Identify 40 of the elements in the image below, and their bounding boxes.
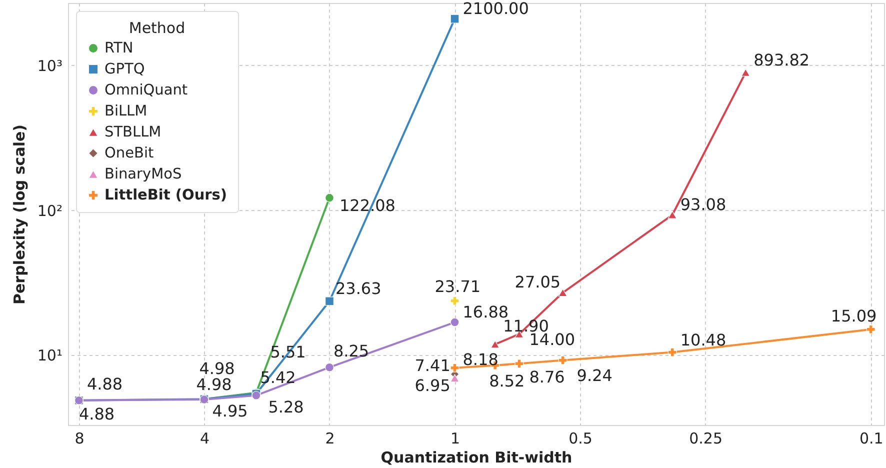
data-label: 27.05 [514, 272, 561, 292]
legend-label: BinaryMoS [104, 166, 182, 182]
x-tick-label: 0.1 [859, 430, 884, 448]
legend-label: BiLLM [104, 103, 148, 120]
data-label: 7.41 [414, 356, 450, 376]
legend-label: OneBit [104, 145, 154, 162]
x-tick-label: 0.5 [568, 430, 592, 448]
data-label: 4.88 [86, 374, 123, 394]
data-label: 93.08 [680, 194, 726, 214]
y-tick-label: 10¹ [37, 346, 62, 365]
data-label: 4.95 [212, 401, 248, 420]
data-label: 893.82 [754, 50, 810, 70]
y-tick-label: 10² [37, 202, 62, 220]
y-tick-label: 10³ [37, 56, 62, 75]
legend-label: STBLLM [104, 124, 162, 140]
data-label: 4.88 [78, 404, 115, 424]
data-label: 9.24 [576, 366, 612, 386]
x-tick-label: 4 [200, 430, 210, 448]
legend-label: OmniQuant [104, 82, 188, 98]
x-tick-label: 0.25 [689, 430, 722, 448]
legend-label: LittleBit (Ours) [104, 187, 228, 204]
legend-title: Method [128, 19, 186, 37]
data-label: 23.63 [335, 279, 382, 298]
data-label: 8.76 [529, 368, 565, 387]
x-tick-label: 2 [325, 430, 335, 448]
data-label: 10.48 [680, 330, 726, 350]
data-label: 8.52 [489, 371, 525, 390]
data-label: 6.95 [414, 376, 450, 396]
y-axis-title: Perplexity (log scale) [10, 124, 28, 304]
x-tick-label: 1 [450, 430, 460, 448]
data-label: 2100.00 [462, 0, 529, 18]
data-label: 8.18 [462, 350, 498, 369]
data-label: 23.71 [434, 276, 481, 296]
legend-label: GPTQ [104, 61, 145, 78]
data-label: 5.28 [268, 397, 304, 416]
legend-label: RTN [104, 40, 134, 56]
x-axis-title: Quantization Bit-width [380, 448, 572, 466]
data-label: 8.25 [333, 341, 370, 360]
x-tick-label: 8 [74, 430, 84, 448]
data-label: 15.09 [830, 306, 877, 326]
